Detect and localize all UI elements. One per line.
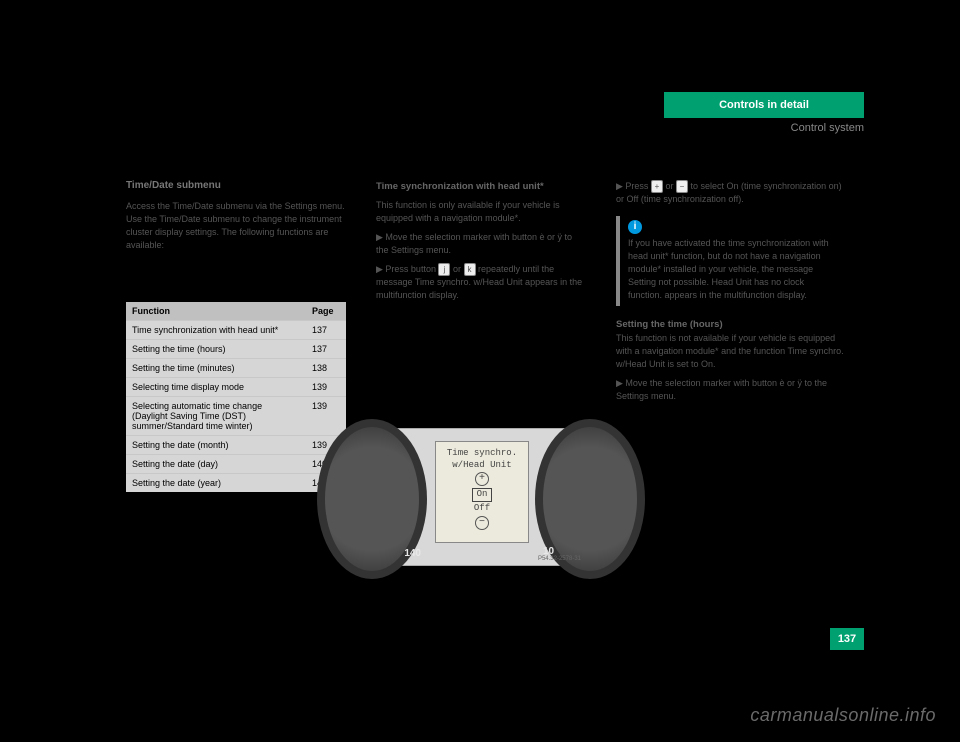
table-row: Selecting time display mode139 <box>126 378 346 397</box>
manual-page: Controls in detail Control system Time/D… <box>96 50 864 690</box>
function-table: Function Page Time synchronization with … <box>126 302 346 492</box>
col3-step2: ▶ Move the selection marker with button … <box>616 377 846 403</box>
section-tab: Controls in detail <box>664 92 864 118</box>
watermark: carmanualsonline.info <box>750 705 936 726</box>
gauge-tick: 20 <box>406 487 417 498</box>
table-header-row: Function Page <box>126 302 346 321</box>
th-function: Function <box>126 302 306 321</box>
display-off: Off <box>474 503 490 513</box>
step-text: Move the selection marker with button è … <box>376 232 572 255</box>
plus-icon: + <box>475 472 489 486</box>
note-text: If you have activated the time synchroni… <box>628 237 840 302</box>
display-line1: Time synchro. <box>436 448 528 460</box>
col2-heading: Time synchronization with head unit* <box>376 180 586 194</box>
button-plus-icon: + <box>651 180 663 193</box>
cell-func: Setting the date (month) <box>126 436 306 455</box>
right-gauge: 10 <box>535 419 645 579</box>
step-text: Press button <box>385 264 436 274</box>
table-row: Setting the date (day)140 <box>126 455 346 474</box>
table-row: Time synchronization with head unit*137 <box>126 321 346 340</box>
minus-icon: − <box>475 516 489 530</box>
display-line2: w/Head Unit <box>436 460 528 472</box>
submenu-title: Time/Date submenu <box>126 180 221 191</box>
cell-func: Selecting automatic time change (Dayligh… <box>126 397 306 436</box>
cell-page: 139 <box>306 397 346 436</box>
col2-para1: This function is only available if your … <box>376 199 586 225</box>
table-row: Setting the date (month)139 <box>126 436 346 455</box>
button-k-icon: k <box>464 263 476 276</box>
section-subtitle: Control system <box>791 122 864 134</box>
col3-para2: This function is not available if your v… <box>616 332 846 371</box>
col3-step: ▶ Press + or − to select On (time synchr… <box>616 180 846 206</box>
cell-page: 138 <box>306 359 346 378</box>
display-on: On <box>472 488 493 502</box>
column-3: ▶ Press + or − to select On (time synchr… <box>616 180 846 409</box>
step-text: to select On (time synchronization on) o… <box>616 181 842 204</box>
table-row: Setting the date (year)141 <box>126 474 346 493</box>
col2-step1: ▶ Move the selection marker with button … <box>376 231 586 257</box>
step-text: or <box>453 264 461 274</box>
cell-page: 137 <box>306 340 346 359</box>
cell-func: Setting the date (year) <box>126 474 306 493</box>
col3-heading2: Setting the time (hours) <box>616 318 846 332</box>
cell-func: Setting the time (hours) <box>126 340 306 359</box>
cell-func: Setting the time (minutes) <box>126 359 306 378</box>
button-minus-icon: − <box>676 180 688 193</box>
info-icon: i <box>628 220 642 234</box>
step-text: or <box>665 181 673 191</box>
th-page: Page <box>306 302 346 321</box>
cell-page: 137 <box>306 321 346 340</box>
info-note: i If you have activated the time synchro… <box>616 216 846 306</box>
instrument-cluster-image: 20 140 10 Time synchro. w/Head Unit + On… <box>376 428 586 566</box>
cell-page: 139 <box>306 378 346 397</box>
step-text: Press <box>625 181 648 191</box>
image-reference: P54.32-2578-31 <box>538 556 581 562</box>
step-text: Move the selection marker with button è … <box>616 378 827 401</box>
col1-intro: Access the Time/Date submenu via the Set… <box>126 200 346 252</box>
table-row: Selecting automatic time change (Dayligh… <box>126 397 346 436</box>
cell-func: Selecting time display mode <box>126 378 306 397</box>
multifunction-display: Time synchro. w/Head Unit + On Off − <box>435 441 529 543</box>
column-2: Time synchronization with head unit* Thi… <box>376 180 586 308</box>
cell-func: Time synchronization with head unit* <box>126 321 306 340</box>
page-number: 137 <box>830 628 864 650</box>
cell-func: Setting the date (day) <box>126 455 306 474</box>
table-row: Setting the time (hours)137 <box>126 340 346 359</box>
table-row: Setting the time (minutes)138 <box>126 359 346 378</box>
col2-step2: ▶ Press button j or k repeatedly until t… <box>376 263 586 302</box>
left-gauge: 20 140 <box>317 419 427 579</box>
button-j-icon: j <box>438 263 450 276</box>
gauge-tick: 140 <box>404 548 421 559</box>
